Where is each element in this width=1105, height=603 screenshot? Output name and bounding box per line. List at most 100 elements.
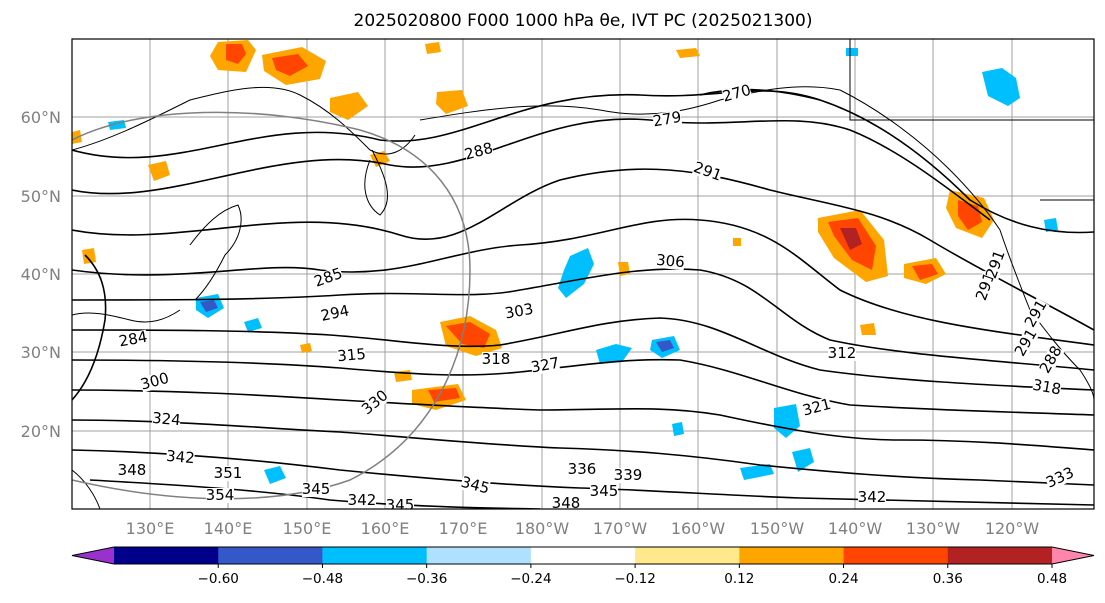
contour-291 bbox=[72, 168, 1094, 331]
contour-label-background bbox=[165, 448, 195, 467]
ivt-area-positive bbox=[860, 323, 876, 335]
map-title: 2025020800 F000 1000 hPa θe, IVT PC (202… bbox=[354, 11, 813, 31]
contour-label-background bbox=[504, 301, 535, 322]
colorbar-tick-label: 0.24 bbox=[829, 571, 859, 587]
coastlines bbox=[72, 39, 1094, 509]
ivt-area-negative bbox=[244, 318, 262, 332]
contour-label-background bbox=[463, 140, 495, 163]
ivt-area-negative bbox=[982, 68, 1020, 106]
contour-label: 303 bbox=[503, 300, 534, 323]
colorbar-extend-min bbox=[72, 547, 114, 564]
contour-279 bbox=[72, 90, 1094, 234]
contour-270 bbox=[699, 88, 821, 101]
contour-label: 294 bbox=[319, 301, 351, 325]
contour-333 bbox=[72, 419, 1094, 486]
colorbar-swatch bbox=[114, 547, 219, 564]
contour-label: 327 bbox=[529, 354, 560, 377]
ivt-area-negative bbox=[740, 464, 774, 480]
contour-label-background bbox=[206, 488, 234, 503]
contour-label-background bbox=[691, 159, 724, 184]
ivt-area-positive bbox=[436, 90, 468, 114]
colorbar-tick-label: −0.60 bbox=[198, 571, 239, 587]
lon-label: 130°W bbox=[906, 519, 961, 538]
contour-label-background bbox=[1031, 377, 1062, 398]
colorbar: −0.60 −0.48 −0.36 −0.24 −0.12 0.12 0.24 0.36 0.4… bbox=[71, 546, 1095, 587]
contour-label-background bbox=[1012, 326, 1040, 359]
colorbar-outline bbox=[71, 546, 1095, 565]
coastline-kamchatka bbox=[364, 149, 388, 216]
contour-label-background bbox=[530, 355, 561, 376]
colorbar-tick-label: −0.36 bbox=[406, 571, 447, 587]
lon-label: 140°W bbox=[828, 519, 883, 538]
contour-label: 345 bbox=[386, 496, 415, 514]
contour-label: 279 bbox=[651, 108, 682, 131]
contour-label: 348 bbox=[552, 494, 581, 512]
coastline-canada-pacific bbox=[839, 89, 1001, 231]
contour-label-background bbox=[302, 482, 330, 497]
contour-label-background bbox=[118, 463, 146, 478]
colorbar-tick-label: −0.24 bbox=[510, 571, 551, 587]
ivt-area-positive-max bbox=[840, 228, 862, 250]
ivt-area-positive-strong bbox=[912, 264, 938, 280]
contour-label: 345 bbox=[590, 482, 619, 500]
contour-312 bbox=[72, 317, 1094, 391]
contour-324 bbox=[72, 389, 1094, 451]
coastline-us-west bbox=[999, 229, 1094, 401]
ivt-area-negative bbox=[558, 248, 594, 298]
contour-303 bbox=[72, 268, 1094, 371]
lon-label: 120°W bbox=[985, 519, 1040, 538]
contour-label-background bbox=[652, 109, 683, 130]
colorbar-tick-label: −0.12 bbox=[614, 571, 655, 587]
colorbar-swatch bbox=[426, 547, 532, 564]
contour-label-background bbox=[337, 346, 367, 365]
contour-label-background bbox=[214, 466, 242, 481]
contour-label-background bbox=[386, 498, 414, 509]
coastline-siberia bbox=[72, 86, 416, 155]
ivt-area-positive bbox=[330, 92, 368, 120]
ivt-area-negative bbox=[596, 344, 632, 364]
colorbar-swatch bbox=[635, 547, 740, 564]
contour-318 bbox=[72, 358, 1094, 416]
contour-label-background bbox=[139, 370, 171, 393]
contour-label-background bbox=[1037, 343, 1065, 376]
contour-label-background bbox=[973, 270, 998, 303]
ivt-area-positive bbox=[82, 248, 96, 264]
contour-label: 324 bbox=[151, 409, 181, 429]
contour-label-background bbox=[655, 252, 685, 271]
colorbar-swatch bbox=[843, 547, 949, 564]
contour-label: 342 bbox=[348, 491, 377, 509]
lon-label: 150°W bbox=[750, 519, 805, 538]
coastline-taiwan-philippines bbox=[72, 469, 101, 509]
lon-label: 130°E bbox=[126, 519, 175, 538]
contour-label: 315 bbox=[337, 345, 367, 365]
ivt-area-positive bbox=[676, 48, 700, 58]
contour-label: 351 bbox=[214, 464, 243, 482]
contour-label-background bbox=[151, 410, 181, 429]
ivt-area-negative bbox=[792, 448, 814, 472]
ivt-area-positive-strong bbox=[226, 44, 246, 64]
contour-348 bbox=[89, 479, 541, 509]
contour-label: 342 bbox=[165, 447, 195, 467]
contour-label: 318 bbox=[482, 350, 511, 368]
contour-label-background bbox=[858, 490, 886, 505]
ivt-area-positive-strong bbox=[958, 200, 982, 230]
contour-label: 342 bbox=[858, 488, 887, 506]
contour-label: 354 bbox=[206, 486, 235, 504]
contour-342 bbox=[72, 449, 1094, 506]
border-canada-alaska bbox=[849, 39, 1094, 121]
ivt-area-negative bbox=[672, 422, 684, 436]
colorbar-swatch bbox=[322, 547, 428, 564]
lon-label: 150°E bbox=[283, 519, 332, 538]
contour-label-background bbox=[801, 396, 833, 419]
lat-label: 30°N bbox=[21, 343, 61, 362]
ivt-area-positive-strong bbox=[272, 54, 308, 76]
coastline-alaska bbox=[419, 86, 841, 121]
colorbar-tick-label: 0.36 bbox=[933, 571, 963, 587]
contour-label-background bbox=[828, 346, 856, 361]
coastline-korea-china bbox=[72, 309, 181, 323]
contour-288 bbox=[72, 118, 991, 221]
contour-label-background bbox=[1022, 297, 1050, 330]
theta-e-contours bbox=[72, 88, 1094, 509]
